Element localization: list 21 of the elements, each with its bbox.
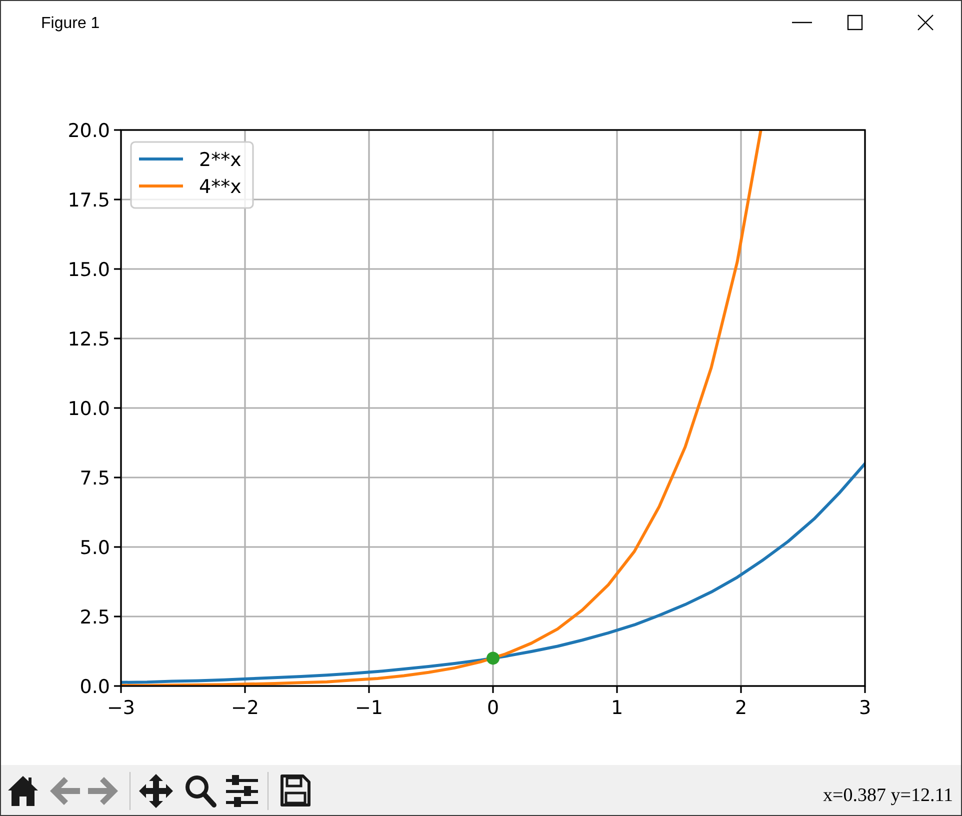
line-series	[121, 462, 865, 684]
text: x=0.387 y=12.11	[823, 785, 953, 806]
x-tick-label: −2	[230, 697, 260, 719]
y-tick-label: 17.5	[68, 190, 110, 212]
chart-title: Figure 1	[41, 15, 100, 32]
y-tick-label: 12.5	[68, 328, 110, 350]
y-tick-label: 10.0	[68, 398, 110, 420]
x-tick-label: −3	[106, 697, 136, 719]
legend-label: 2**x	[199, 149, 242, 171]
x-tick-label: 1	[610, 697, 624, 719]
y-tick-label: 0.0	[80, 676, 110, 698]
x-tick-label: −1	[354, 697, 384, 719]
y-tick-label: 2.5	[80, 606, 110, 628]
y-tick-label: 5.0	[80, 537, 110, 559]
legend-label: 4**x	[199, 176, 242, 198]
y-tick-label: 15.0	[68, 259, 110, 281]
x-tick-label: 2	[734, 697, 748, 719]
y-tick-label: 7.5	[80, 468, 110, 490]
x-tick-label: 0	[486, 697, 500, 719]
y-tick-label: 20.0	[68, 120, 110, 142]
x-tick-label: 3	[858, 697, 872, 719]
